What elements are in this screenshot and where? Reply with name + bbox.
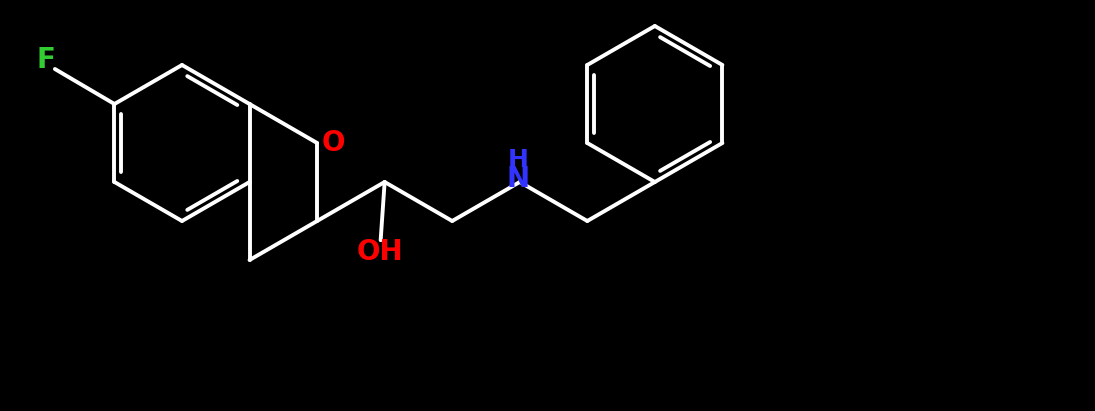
Text: F: F [36,46,56,74]
Text: OH: OH [356,238,403,266]
Text: O: O [321,129,345,157]
Text: H: H [507,148,528,172]
Text: N: N [506,165,529,193]
